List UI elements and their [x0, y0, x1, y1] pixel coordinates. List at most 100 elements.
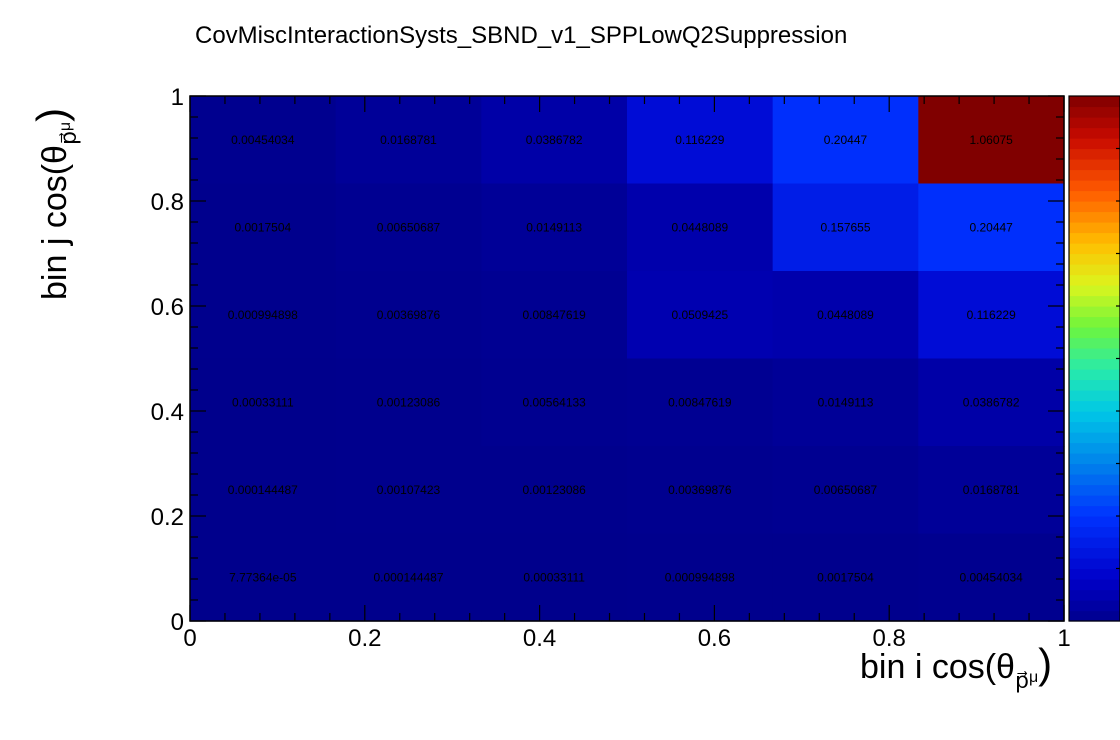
palette-band: [1069, 106, 1120, 118]
cell-value-label: 0.00650687: [377, 220, 441, 234]
palette-band: [1069, 96, 1120, 108]
y-axis-title-prefix: bin j cos(θ: [36, 145, 74, 300]
heatmap-cell: [918, 358, 1065, 447]
palette-band: [1069, 348, 1120, 360]
cell-value-label: 0.20447: [969, 220, 1013, 234]
cell-value-label: 0.00847619: [522, 308, 586, 322]
x-axis-title-subsub: μ: [1028, 669, 1039, 686]
palette-band: [1069, 243, 1120, 255]
heatmap-cell: [335, 96, 482, 185]
palette-frame: [1068, 95, 1120, 622]
palette-band: [1069, 600, 1120, 612]
cell-value-label: 0.00123086: [522, 483, 586, 497]
cell-value-label: 0.0149113: [526, 220, 582, 234]
cell-value-label: 0.00033111: [523, 570, 585, 584]
heatmap-cell: [772, 96, 919, 185]
palette-band: [1069, 337, 1120, 349]
cell-value-label: 0.000144487: [373, 570, 443, 584]
heatmap-cell: [627, 96, 774, 185]
palette-band: [1069, 442, 1120, 454]
x-axis-title: bin i cos(θp⃗μ): [860, 640, 1052, 694]
heatmap-cell: [190, 533, 337, 622]
palette-band: [1069, 537, 1120, 549]
palette-band: [1069, 568, 1120, 580]
palette-band: [1069, 253, 1120, 265]
palette-band: [1069, 117, 1120, 129]
heatmap-cells: [190, 96, 1065, 622]
palette-band: [1069, 211, 1120, 223]
cell-value-label: 0.0386782: [526, 133, 583, 147]
x-axis-title-sub: p⃗: [1014, 668, 1029, 693]
heatmap-cell: [190, 183, 337, 272]
palette-band: [1069, 390, 1120, 402]
palette-band: [1069, 411, 1120, 423]
palette-band: [1069, 138, 1120, 150]
heatmap-cell: [481, 271, 628, 360]
cell-labels: 0.00454034 0.0168781 0.0386782 0.116229 0.20…: [228, 133, 1023, 585]
palette-band: [1069, 285, 1120, 297]
palette-band: [1069, 358, 1120, 370]
palette-band: [1069, 589, 1120, 601]
palette-band: [1069, 558, 1120, 570]
palette-band: [1069, 232, 1120, 244]
cell-value-label: 0.0168781: [963, 483, 1020, 497]
x-axis-title-suffix: ): [1038, 640, 1053, 687]
palette-band: [1069, 495, 1120, 507]
heatmap-cell: [918, 446, 1065, 535]
palette-band: [1069, 222, 1120, 234]
heatmap-cell: [335, 533, 482, 622]
palette-band: [1069, 421, 1120, 433]
cell-value-label: 0.116229: [967, 308, 1016, 322]
x-tick-label: 0.4: [523, 625, 556, 652]
palette-band: [1069, 432, 1120, 444]
cell-value-label: 0.00847619: [668, 395, 732, 409]
heatmap-cell: [627, 271, 774, 360]
heatmap-cell: [772, 533, 919, 622]
chart-title: CovMiscInteractionSysts_SBND_v1_SPPLowQ2…: [195, 22, 848, 49]
cell-value-label: 0.00650687: [814, 483, 878, 497]
y-axis-title-suffix: ): [28, 107, 75, 122]
palette-band: [1069, 190, 1120, 202]
y-tick-label: 1: [171, 84, 184, 111]
heatmap-cell: [772, 271, 919, 360]
x-tick-label: 1: [1057, 625, 1070, 652]
heatmap-cell: [481, 533, 628, 622]
y-tick-label: 0.8: [151, 189, 184, 216]
cell-value-label: 0.0448089: [671, 220, 728, 234]
y-tick-label: 0.2: [151, 504, 184, 531]
heatmap-cell: [627, 183, 774, 272]
palette-band: [1069, 369, 1120, 381]
palette-band: [1069, 264, 1120, 276]
x-tick-labels: 0 0.2 0.4 0.6 0.8 1: [183, 625, 1070, 652]
palette-band: [1069, 526, 1120, 538]
cell-value-label: 0.00033111: [232, 395, 294, 409]
heatmap-cell: [772, 358, 919, 447]
y-tick-label: 0.4: [151, 399, 184, 426]
heatmap-cell: [335, 358, 482, 447]
heatmap-cell: [190, 271, 337, 360]
x-tick-label: 0.6: [698, 625, 731, 652]
heatmap-cell: [481, 183, 628, 272]
cell-value-label: 0.00454034: [231, 133, 295, 147]
palette-band: [1069, 274, 1120, 286]
y-axis-title: bin j cos(θp⃗μ): [28, 108, 82, 300]
heatmap-cell: [918, 271, 1065, 360]
cell-value-label: 0.0386782: [963, 395, 1020, 409]
palette-band: [1069, 610, 1120, 622]
heatmap-cell: [190, 358, 337, 447]
cell-value-label: 0.0017504: [234, 220, 291, 234]
heatmap-cell: [627, 533, 774, 622]
cell-value-label: 1.06075: [969, 133, 1013, 147]
palette-band: [1069, 306, 1120, 318]
x-tick-label: 0: [183, 625, 196, 652]
cell-value-label: 0.000994898: [228, 308, 298, 322]
cell-value-label: 0.157655: [820, 220, 870, 234]
palette-band: [1069, 579, 1120, 591]
palette-band: [1069, 180, 1120, 192]
palette-band: [1069, 400, 1120, 412]
heatmap-cell: [627, 446, 774, 535]
heatmap-cell: [772, 183, 919, 272]
x-tick-label: 0.2: [348, 625, 381, 652]
heatmap-cell: [627, 358, 774, 447]
